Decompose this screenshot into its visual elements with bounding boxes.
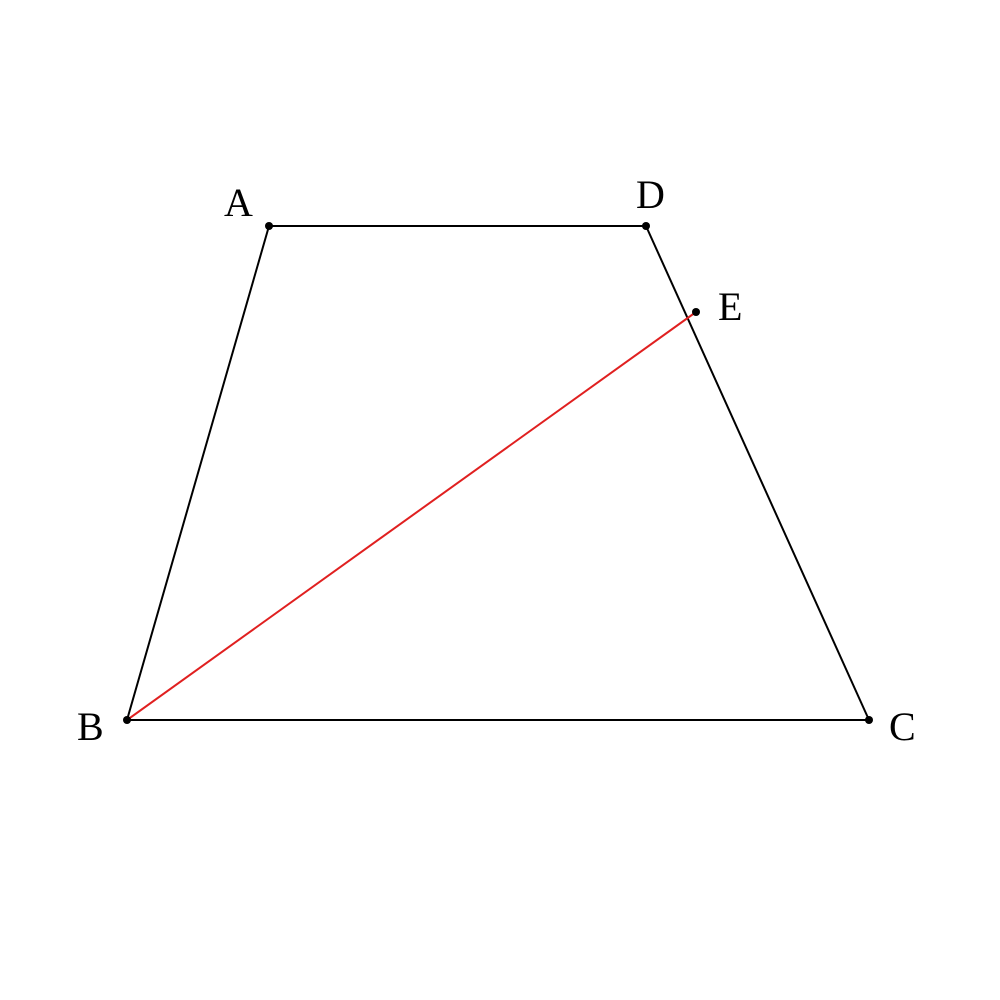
- label-E: E: [718, 284, 742, 329]
- point-B: [123, 716, 131, 724]
- segment-BE: [127, 312, 696, 720]
- segment-DC: [646, 226, 869, 720]
- label-A: A: [224, 180, 253, 225]
- segment-BA: [127, 226, 269, 720]
- point-A: [265, 222, 273, 230]
- label-B: B: [77, 704, 104, 749]
- label-D: D: [636, 172, 665, 217]
- point-E: [692, 308, 700, 316]
- point-C: [865, 716, 873, 724]
- point-D: [642, 222, 650, 230]
- label-C: C: [889, 704, 916, 749]
- geometry-diagram: A B C D E: [0, 0, 1000, 1000]
